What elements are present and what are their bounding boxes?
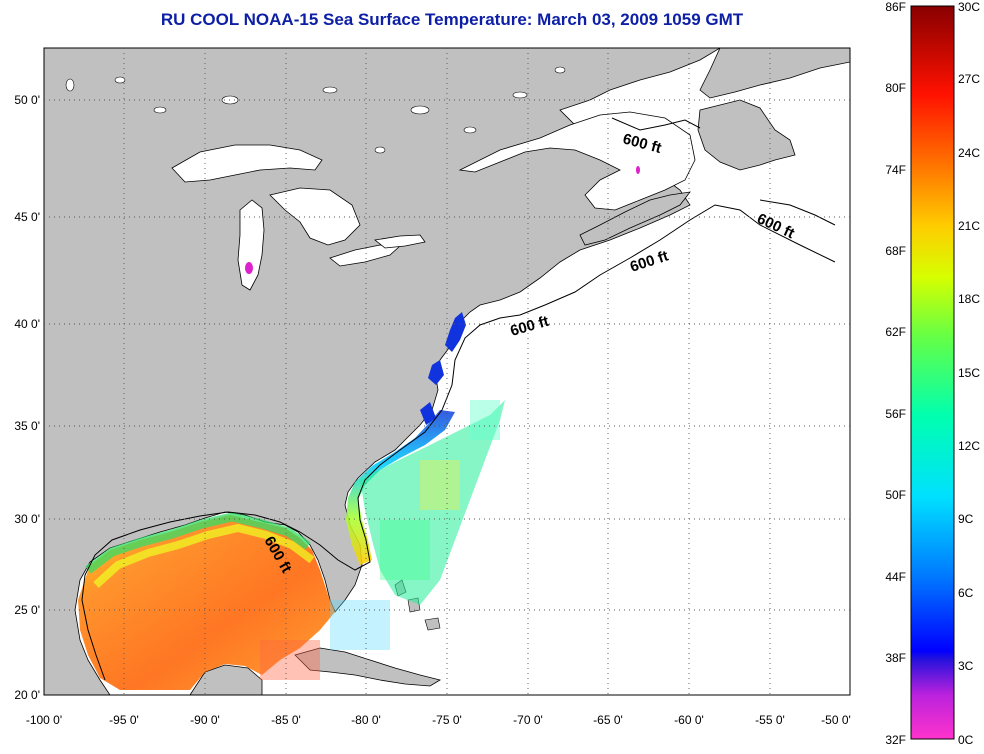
lon-label: -60 0' — [674, 713, 704, 727]
colorbar-label-f: 68F — [885, 244, 906, 258]
lon-label: -100 0' — [26, 713, 62, 727]
sst-scatter-cells — [260, 400, 500, 680]
lat-label: 45 0' — [14, 210, 40, 224]
isobath-600ft — [81, 204, 836, 681]
colorbar-label-c: 21C — [958, 219, 980, 233]
land-newfoundland — [697, 99, 796, 171]
colorbar-label-c: 15C — [958, 366, 980, 380]
sst-gulf-stream — [360, 380, 510, 605]
colorbar-label-c: 9C — [958, 512, 974, 526]
land-cuba — [294, 647, 442, 687]
lon-label: -70 0' — [513, 713, 543, 727]
sst-east-coast — [346, 410, 455, 565]
lat-label: 25 0' — [14, 603, 40, 617]
lon-label: -90 0' — [190, 713, 220, 727]
lon-label: -80 0' — [351, 713, 381, 727]
lon-label: -85 0' — [271, 713, 301, 727]
small-lakes — [65, 66, 566, 154]
sst-gulf-coastal-band — [85, 512, 311, 574]
sst-bays-cold — [420, 312, 466, 425]
colorbar-label-f: 44F — [885, 570, 906, 584]
gulf-of-st-lawrence — [458, 111, 696, 211]
sst-lake-michigan-spot — [245, 262, 253, 274]
colorbar-label-c: 6C — [958, 586, 974, 600]
lon-axis: -100 0' -95 0' -90 0' -85 0' -80 0' -75 … — [26, 713, 851, 727]
colorbar-label-c: 12C — [958, 439, 980, 453]
colorbar-label-f: 62F — [885, 325, 906, 339]
colorbar-label-c: 30C — [958, 0, 980, 14]
colorbar-label-c: 18C — [958, 292, 980, 306]
colorbar-fahrenheit-scale: 86F 80F 74F 68F 62F 56F 50F 44F 38F 32F — [885, 0, 906, 747]
colorbar-label-f: 74F — [885, 163, 906, 177]
map-title: RU COOL NOAA-15 Sea Surface Temperature:… — [160, 10, 744, 29]
lon-label: -95 0' — [109, 713, 139, 727]
colorbar-label-f: 32F — [885, 733, 906, 747]
colorbar-celsius-scale: 30C 27C 24C 21C 18C 15C 12C 9C 6C 3C 0C — [958, 0, 980, 747]
lon-label: -75 0' — [432, 713, 462, 727]
land-nova-scotia — [579, 191, 691, 246]
colorbar-label-f: 56F — [885, 407, 906, 421]
isobath-gulf-of-maine — [611, 117, 836, 226]
lat-label: 35 0' — [14, 419, 40, 433]
lon-label: -50 0' — [821, 713, 851, 727]
lon-label: -55 0' — [755, 713, 785, 727]
colorbar-label-f: 80F — [885, 81, 906, 95]
colorbar-label-f: 38F — [885, 651, 906, 665]
lat-axis: 50 0' 45 0' 40 0' 35 0' 30 0' 25 0' 20 0… — [14, 93, 40, 702]
temperature-colorbar — [910, 5, 955, 740]
colorbar-label-f: 86F — [885, 0, 906, 14]
great-lakes — [171, 144, 426, 291]
colorbar-label-c: 3C — [958, 659, 974, 673]
colorbar-label-c: 27C — [958, 72, 980, 86]
lat-label: 20 0' — [14, 688, 40, 702]
colorbar-label-c: 24C — [958, 146, 980, 160]
sst-gulf-inner-band — [93, 523, 315, 588]
colorbar-label-c: 0C — [958, 733, 974, 747]
sst-st-lawrence-spot — [636, 166, 640, 174]
land-labrador — [699, 48, 850, 99]
colorbar-label-f: 50F — [885, 488, 906, 502]
lon-label: -65 0' — [593, 713, 623, 727]
lat-label: 50 0' — [14, 93, 40, 107]
lat-label: 40 0' — [14, 317, 40, 331]
lat-label: 30 0' — [14, 512, 40, 526]
